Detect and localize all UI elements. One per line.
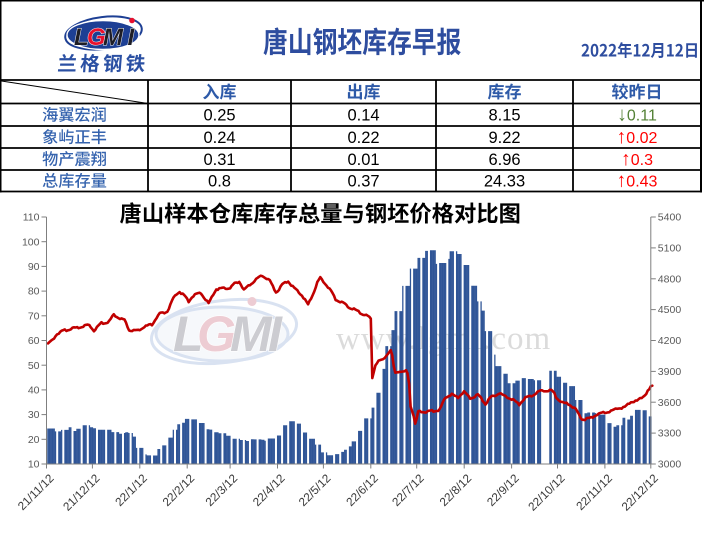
svg-text:0.37: 0.37 [347,173,379,191]
svg-text:G: G [197,306,235,362]
svg-text:3300: 3300 [658,428,682,440]
svg-text:I: I [128,24,136,51]
svg-text:↓0.11: ↓0.11 [617,104,657,126]
svg-text:50: 50 [28,360,40,372]
svg-text:M: M [103,24,124,51]
svg-text:L: L [74,24,88,51]
svg-text:110: 110 [23,212,40,224]
svg-text:4200: 4200 [658,335,682,347]
svg-text:24.33: 24.33 [484,173,525,191]
svg-text:M: M [230,306,273,362]
svg-text:5100: 5100 [658,243,682,255]
svg-text:4500: 4500 [658,304,682,316]
svg-text:3600: 3600 [658,397,682,409]
svg-text:40: 40 [28,385,40,397]
svg-text:3900: 3900 [658,366,682,378]
svg-text:L: L [173,306,203,362]
svg-text:100: 100 [22,236,40,248]
svg-text:4800: 4800 [658,273,682,285]
svg-text:0.01: 0.01 [347,151,379,169]
svg-text:10: 10 [28,459,40,471]
svg-text:0.22: 0.22 [347,129,379,147]
svg-text:I: I [268,306,283,362]
svg-text:3000: 3000 [658,459,682,471]
svg-text:↑0.43: ↑0.43 [617,170,658,192]
svg-text:80: 80 [28,286,40,298]
svg-text:60: 60 [28,335,40,347]
svg-text:30: 30 [28,409,40,421]
svg-text:70: 70 [28,310,40,322]
svg-text:↑0.3: ↑0.3 [621,148,653,170]
svg-text:G: G [87,24,105,51]
svg-text:20: 20 [28,434,40,446]
svg-text:0.24: 0.24 [203,129,235,147]
svg-text:0.8: 0.8 [208,173,231,191]
svg-text:9.22: 9.22 [488,129,520,147]
svg-text:↑0.02: ↑0.02 [617,126,658,148]
svg-text:6.96: 6.96 [488,151,520,169]
svg-text:8.15: 8.15 [488,107,520,125]
svg-text:0.31: 0.31 [203,151,235,169]
svg-text:0.14: 0.14 [347,107,379,125]
svg-text:5400: 5400 [658,212,682,224]
svg-text:0.25: 0.25 [203,107,235,125]
svg-text:90: 90 [28,261,40,273]
